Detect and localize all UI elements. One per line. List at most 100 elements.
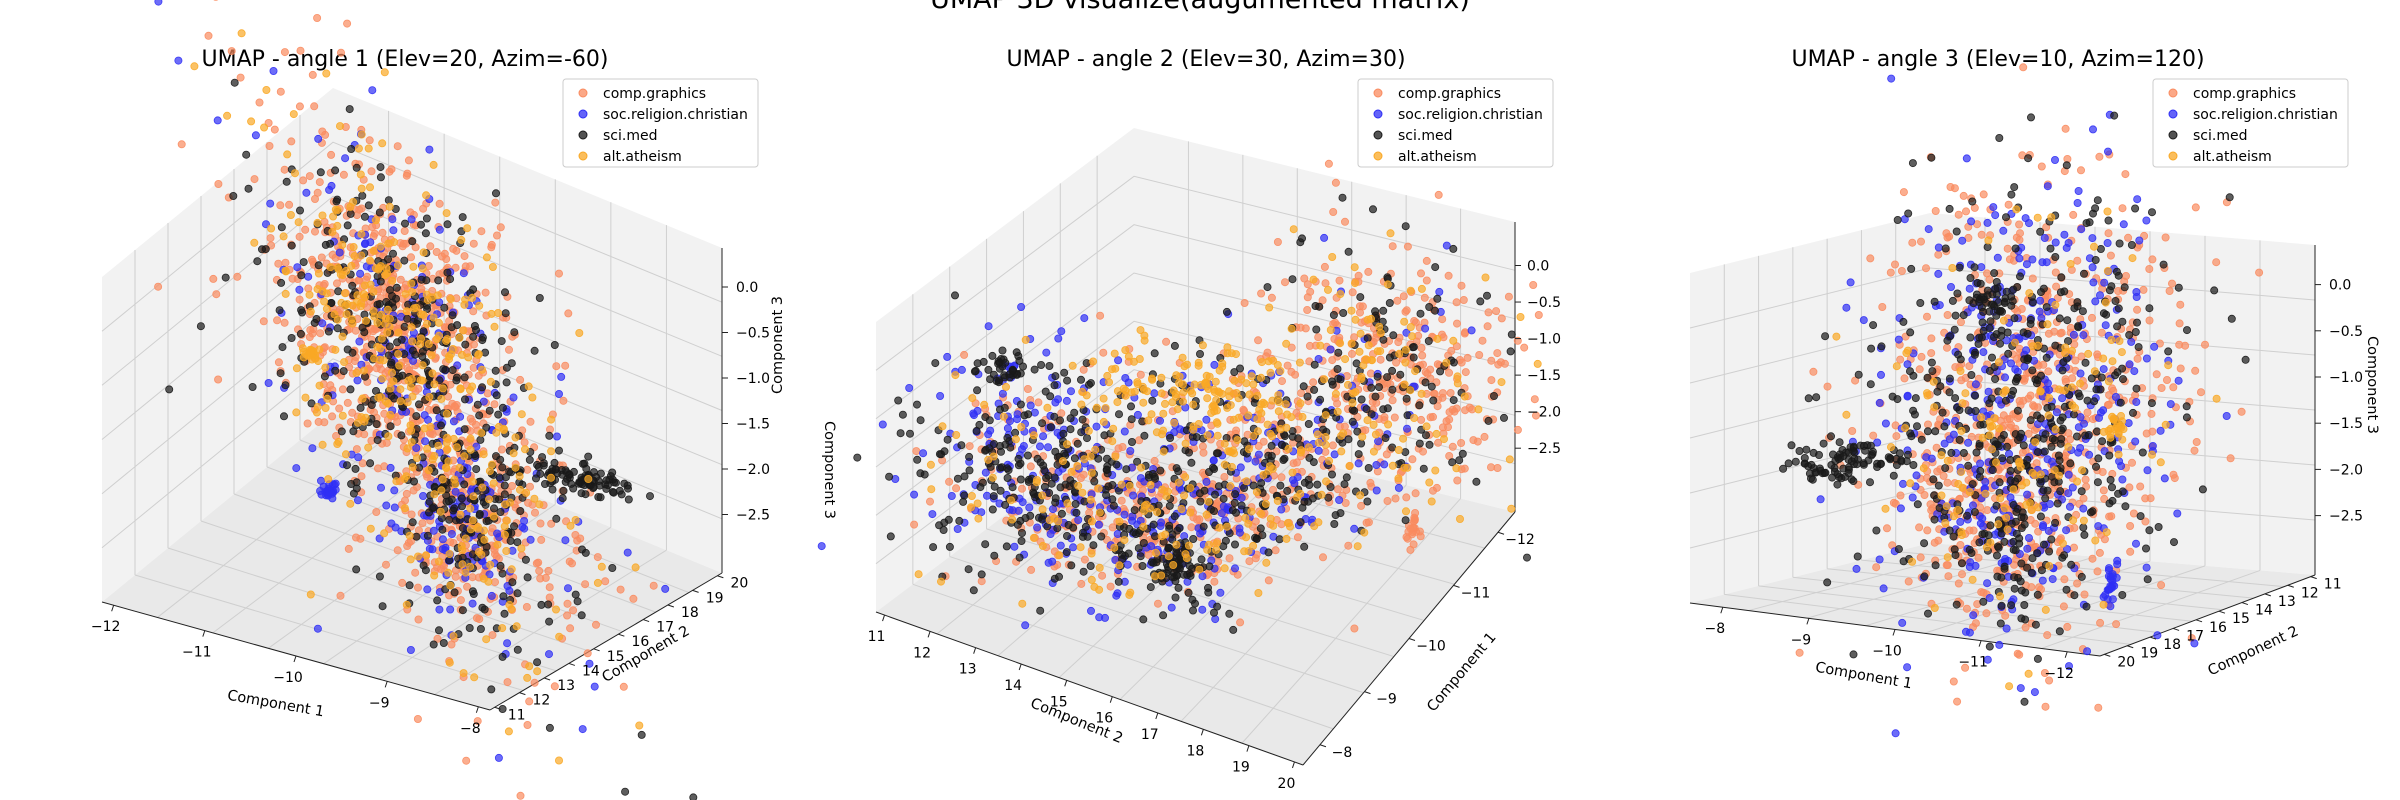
point-comp-graphics [1328,356,1337,365]
point-soc-religion-christian [1150,389,1159,398]
point-alt-atheism [387,368,396,377]
point-comp-graphics [1277,473,1286,482]
point-alt-atheism [468,477,477,486]
point-comp-graphics [952,484,961,493]
point-alt-atheism [1263,420,1272,429]
point-sci-med [1338,193,1347,202]
point-alt-atheism [373,318,382,327]
point-alt-atheism [1108,437,1117,446]
point-alt-atheism [1269,356,1278,365]
point-soc-religion-christian [390,503,399,512]
point-alt-atheism [338,332,347,341]
point-alt-atheism [1212,395,1221,404]
point-alt-atheism [353,418,362,427]
point-soc-religion-christian [421,437,430,446]
point-alt-atheism [1115,517,1124,526]
point-alt-atheism [402,600,411,609]
point-alt-atheism [366,524,375,533]
panel-2-zlabel: Component 3 [821,421,837,519]
point-alt-atheism [1431,466,1440,475]
point-alt-atheism [381,270,390,279]
point-sci-med [500,481,509,490]
point-comp-graphics [305,172,314,181]
point-comp-graphics [2157,581,2166,590]
point-comp-graphics [552,362,561,371]
point-comp-graphics [1301,324,1310,333]
point-soc-religion-christian [425,544,434,553]
point-comp-graphics [1530,395,1539,404]
point-comp-graphics [403,169,412,178]
point-sci-med [1225,609,1234,618]
point-alt-atheism [237,29,246,38]
p2-xtick-label: 19 [1232,760,1250,776]
point-alt-atheism [444,568,453,577]
point-sci-med [1067,561,1076,570]
point-comp-graphics [1309,378,1318,387]
point-comp-graphics [1240,298,1249,307]
point-comp-graphics [649,581,658,590]
point-alt-atheism [357,298,366,307]
point-sci-med [376,163,385,172]
point-sci-med [577,489,586,498]
point-soc-religion-christian [1372,486,1381,495]
point-alt-atheism [1440,435,1449,444]
point-comp-graphics [522,603,531,612]
point-sci-med [1431,263,1440,272]
point-comp-graphics [2088,554,2097,563]
point-comp-graphics [2106,251,2115,260]
point-sci-med [1267,441,1276,450]
point-comp-graphics [407,510,416,519]
point-comp-graphics [1461,406,1470,415]
point-soc-religion-christian [1126,446,1135,455]
point-comp-graphics [259,317,268,326]
p2-xtick-mark [1155,712,1159,720]
point-comp-graphics [1402,493,1411,502]
point-soc-religion-christian [269,67,278,76]
point-alt-atheism [1282,534,1291,543]
point-sci-med [1195,489,1204,498]
point-soc-religion-christian [564,584,573,593]
point-alt-atheism [357,130,366,139]
point-comp-graphics [357,472,366,481]
point-comp-graphics [523,465,532,474]
point-alt-atheism [456,384,465,393]
point-comp-graphics [1366,369,1375,378]
point-comp-graphics [1448,442,1457,451]
point-comp-graphics [1452,298,1461,307]
point-sci-med [1016,475,1025,484]
point-alt-atheism [357,230,366,239]
point-alt-atheism [1400,380,1409,389]
point-soc-religion-christian [1320,233,1329,242]
point-sci-med [1339,308,1348,317]
point-sci-med [387,358,396,367]
point-comp-graphics [1461,368,1470,377]
point-sci-med [559,486,568,495]
point-sci-med [1115,410,1124,419]
point-comp-graphics [466,262,475,271]
point-comp-graphics [2059,602,2068,611]
point-alt-atheism [459,669,468,678]
point-alt-atheism [1394,445,1403,454]
point-comp-graphics [336,591,345,600]
point-comp-graphics [274,259,283,268]
point-sci-med [345,105,354,114]
point-alt-atheism [512,622,521,631]
point-sci-med [988,351,997,360]
p1-ytick-mark [692,589,699,593]
point-sci-med [1008,483,1017,492]
point-sci-med [1185,562,1194,571]
point-sci-med [1165,501,1174,510]
point-soc-religion-christian [1092,422,1101,431]
point-sci-med [1083,434,1092,443]
point-soc-religion-christian [555,389,564,398]
point-comp-graphics [295,102,304,111]
point-alt-atheism [1313,430,1322,439]
point-sci-med [1033,454,1042,463]
point-alt-atheism [1276,366,1285,375]
p2-xtick-label: 20 [1278,776,1296,792]
point-soc-religion-christian [1057,327,1066,336]
point-sci-med [1267,451,1276,460]
point-sci-med [1136,552,1145,561]
point-comp-graphics [1457,438,1466,447]
p2-xtick-label: 17 [1141,727,1159,743]
